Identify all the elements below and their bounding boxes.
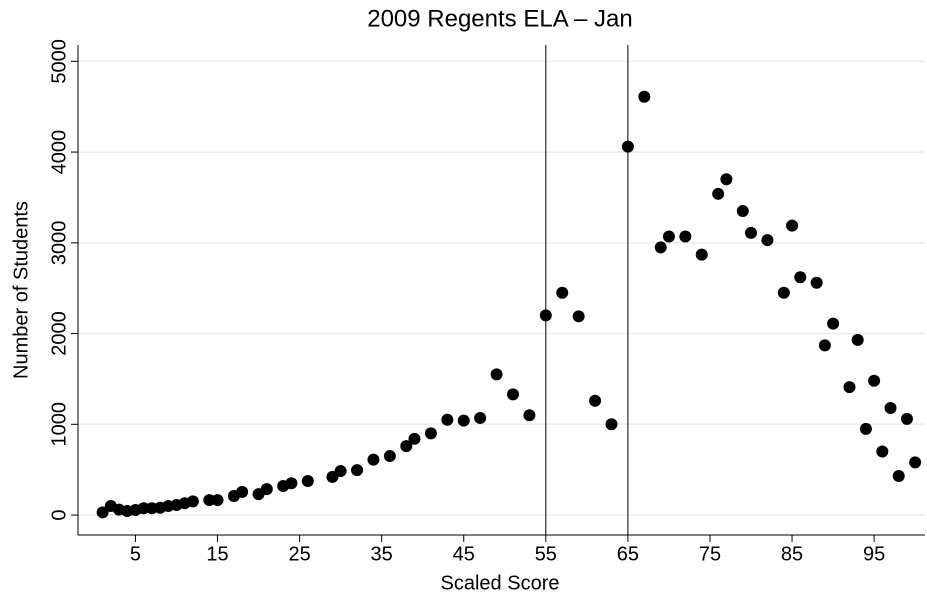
point: [909, 456, 922, 469]
point: [621, 140, 634, 153]
point: [556, 286, 569, 299]
point: [712, 187, 725, 200]
point: [383, 450, 396, 463]
point: [285, 477, 298, 490]
point: [539, 309, 552, 322]
point: [794, 271, 807, 284]
point: [786, 219, 799, 232]
point: [589, 394, 602, 407]
point: [892, 470, 905, 483]
point: [506, 388, 519, 401]
point: [572, 310, 585, 323]
y-tick-label: 0: [48, 509, 70, 520]
y-axis-label: Number of Students: [10, 201, 32, 379]
x-tick-label: 85: [781, 543, 803, 565]
x-tick-label: 45: [453, 543, 475, 565]
x-tick-label: 95: [863, 543, 885, 565]
point: [490, 368, 503, 381]
point: [695, 248, 708, 261]
point: [777, 286, 790, 299]
point: [900, 412, 913, 425]
y-tick-label: 3000: [48, 221, 70, 266]
point: [408, 432, 421, 445]
point: [523, 409, 536, 422]
point: [474, 411, 487, 424]
point: [745, 226, 758, 239]
x-tick-label: 55: [535, 543, 557, 565]
point: [367, 453, 380, 466]
point: [301, 475, 314, 488]
x-tick-label: 35: [371, 543, 393, 565]
point: [654, 241, 667, 254]
y-tick-label: 2000: [48, 311, 70, 356]
point: [827, 317, 840, 330]
x-tick-label: 25: [288, 543, 310, 565]
point: [859, 422, 872, 435]
y-tick-label: 1000: [48, 402, 70, 447]
point: [236, 485, 249, 498]
point: [843, 381, 856, 394]
point: [137, 502, 150, 515]
point: [851, 333, 864, 346]
point: [211, 494, 224, 507]
point: [334, 465, 347, 478]
y-tick-label: 5000: [48, 39, 70, 83]
point: [679, 230, 692, 243]
point: [868, 374, 881, 387]
x-tick-label: 15: [206, 543, 228, 565]
point: [400, 440, 413, 453]
point: [351, 464, 364, 477]
point: [818, 339, 831, 352]
x-tick-label: 5: [130, 543, 141, 565]
point: [761, 234, 774, 247]
chart-title: 2009 Regents ELA – Jan: [367, 5, 633, 32]
point: [441, 413, 454, 426]
point: [186, 495, 199, 508]
point: [96, 506, 109, 519]
point: [884, 401, 897, 414]
point: [424, 427, 437, 440]
point: [605, 418, 618, 431]
y-tick-label: 4000: [48, 130, 70, 175]
point: [260, 483, 273, 496]
point: [736, 205, 749, 218]
point: [662, 230, 675, 243]
point: [457, 414, 470, 427]
point: [203, 494, 216, 507]
point: [876, 445, 889, 458]
x-axis-label: Scaled Score: [441, 572, 560, 594]
point: [720, 173, 733, 186]
point: [638, 90, 651, 103]
point: [810, 276, 823, 289]
x-tick-label: 75: [699, 543, 721, 565]
x-tick-label: 65: [617, 543, 639, 565]
